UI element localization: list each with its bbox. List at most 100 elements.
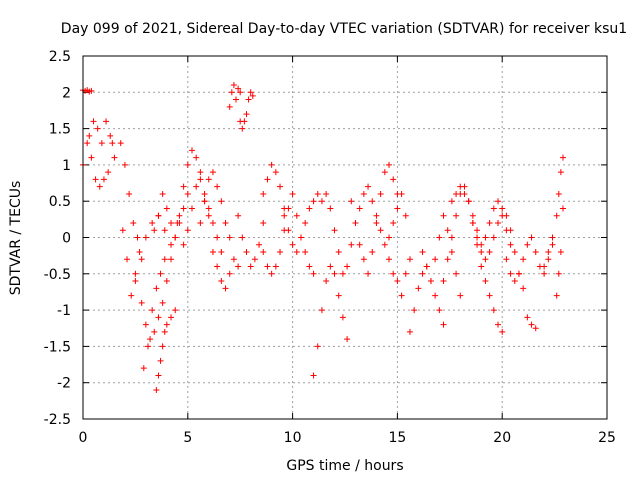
data-point [457,292,464,299]
y-axis-label: SDTVAR / TECUs [8,181,24,296]
data-point [268,161,275,168]
series-arc-1 [80,87,95,95]
data-point [241,118,248,125]
data-point [436,234,443,241]
data-point [528,234,535,241]
data-point [490,307,497,314]
data-point [386,256,393,263]
data-point [188,205,195,212]
series-arc-17 [260,161,288,212]
data-point [444,227,451,234]
data-point [511,249,518,256]
data-point [453,190,460,197]
data-point [453,212,460,219]
data-point [436,307,443,314]
data-point [461,190,468,197]
data-point [440,321,447,328]
data-point [503,212,510,219]
data-point [201,198,208,205]
series-arc-15 [235,212,267,270]
data-point [132,270,139,277]
data-point [188,147,195,154]
data-point [352,219,359,226]
series-arc-22 [365,183,409,248]
data-point [88,87,95,94]
data-point [432,292,439,299]
data-point [103,118,110,125]
data-point [163,278,170,285]
data-point [130,219,137,226]
data-point [402,212,409,219]
y-tick-label: 1.5 [49,122,71,138]
series-arc-6 [132,190,191,343]
data-point [161,227,168,234]
x-tick-label: 15 [388,430,406,446]
data-point [549,234,556,241]
series-arc-18 [281,190,325,256]
data-point [377,190,384,197]
data-point [524,241,531,248]
series-arc-10 [180,169,225,256]
data-point [331,227,338,234]
data-point [151,328,158,335]
data-point [549,241,556,248]
data-point [247,263,254,270]
data-point [134,234,141,241]
data-point [318,307,325,314]
data-point [344,263,351,270]
series-arc-2 [80,140,116,190]
series-arc-13 [226,82,244,110]
data-point [243,249,250,256]
data-point [235,212,242,219]
data-point [314,343,321,350]
data-point [121,161,128,168]
data-point [390,270,397,277]
data-point [180,183,187,190]
data-point [511,278,518,285]
data-point [168,241,175,248]
data-point [365,183,372,190]
series-arc-29 [503,234,556,285]
data-point [107,132,114,139]
y-tick-label: -2.5 [44,412,71,428]
data-point [289,190,296,197]
data-point [318,198,325,205]
data-point [140,365,147,372]
data-point [281,212,288,219]
y-tick-label: -1 [57,303,71,319]
y-tick-label: -2 [57,376,71,392]
data-point [172,234,179,241]
data-point [474,227,481,234]
data-point [398,292,405,299]
data-point [277,249,284,256]
data-point [159,343,166,350]
data-point [486,292,493,299]
data-point [394,205,401,212]
data-point [373,219,380,226]
data-point [528,321,535,328]
data-point [507,270,514,277]
data-point [153,285,160,292]
data-point [297,234,304,241]
data-point [440,278,447,285]
data-point [138,256,145,263]
series-arc-11 [197,169,233,241]
data-point [277,183,284,190]
data-point [335,249,342,256]
data-point [237,89,244,96]
data-point [136,249,143,256]
data-point [469,212,476,219]
data-point [448,249,455,256]
data-point [209,249,216,256]
series-arc-7 [140,256,168,372]
data-point [149,219,156,226]
data-point [482,256,489,263]
data-point [226,103,233,110]
data-point [327,263,334,270]
data-point [193,183,200,190]
data-point [142,234,149,241]
data-point [214,263,221,270]
data-point [419,249,426,256]
data-point [541,270,548,277]
data-point [532,325,539,332]
